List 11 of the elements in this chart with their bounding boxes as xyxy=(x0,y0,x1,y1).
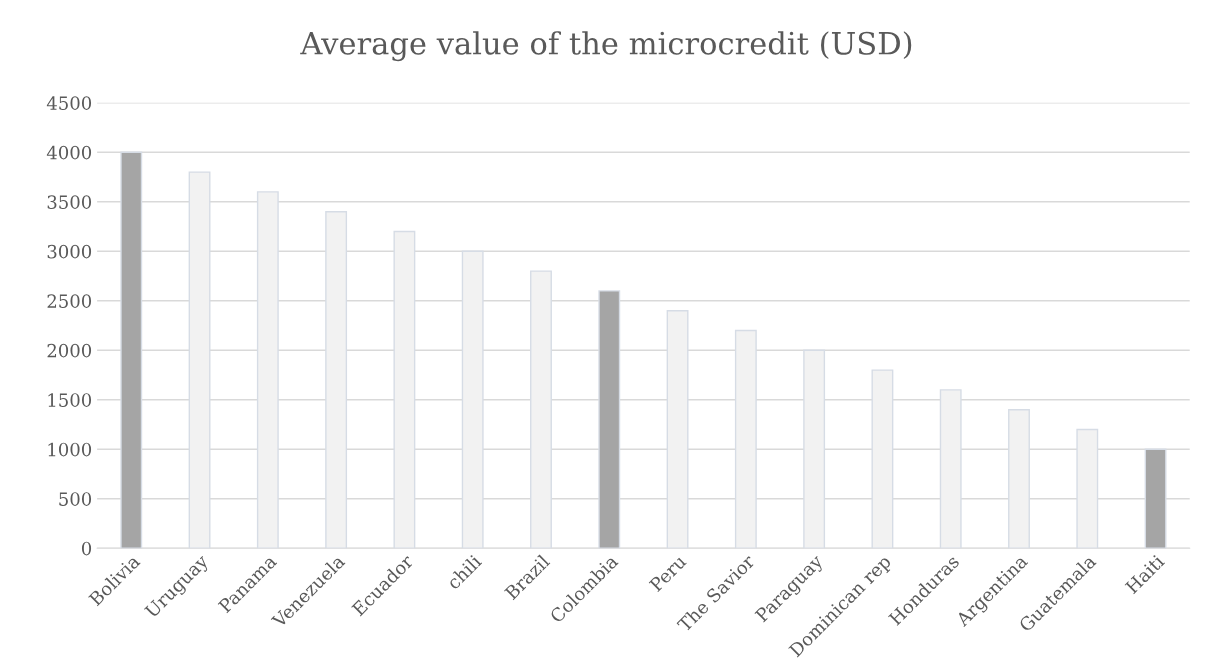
y-tick-label: 3500 xyxy=(47,195,92,209)
y-tick-label: 3000 xyxy=(47,244,92,259)
y-tick-label: 1500 xyxy=(48,393,92,407)
chart-title: Average value of the microcredit (USD) xyxy=(300,31,912,62)
y-tick-label: 2500 xyxy=(47,294,92,308)
y-tick-label: 4000 xyxy=(46,145,92,160)
y-tick-label: 0 xyxy=(81,541,92,556)
y-tick-label: 500 xyxy=(59,492,92,506)
y-tick-label: 2000 xyxy=(47,343,92,358)
y-tick-label: 1000 xyxy=(48,442,92,457)
y-tick-label: 4500 xyxy=(46,96,92,110)
